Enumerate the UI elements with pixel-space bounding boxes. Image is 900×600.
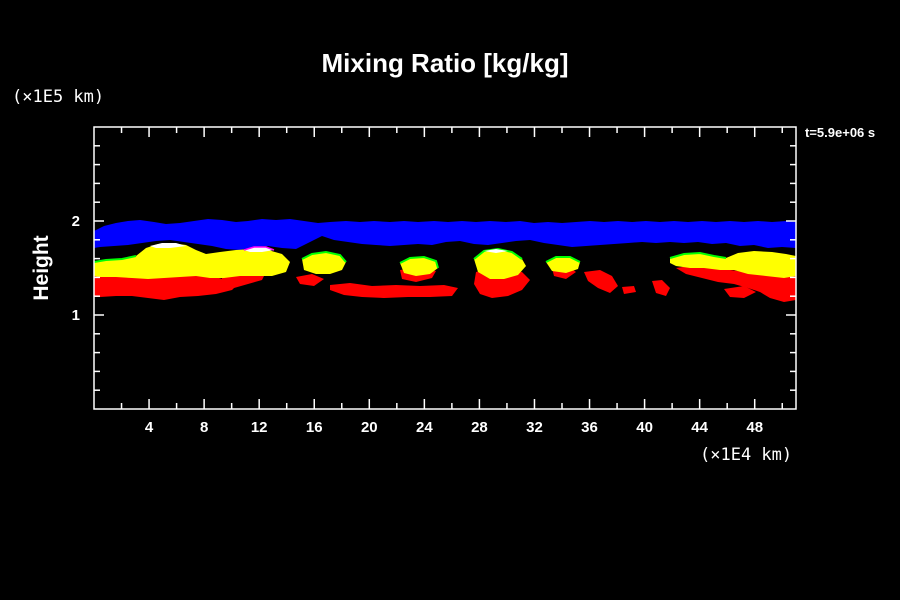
x-tick-label: 20: [361, 419, 378, 436]
red-band-region-8: [622, 286, 636, 294]
y-axis-label: Height: [30, 235, 53, 300]
red-band-region-3: [330, 283, 458, 298]
red-band-region-9: [652, 280, 670, 296]
x-tick-label: 28: [471, 419, 488, 436]
green-outline-5: [545, 256, 581, 263]
yellow-cell-3: [400, 257, 438, 276]
x-tick-label: 16: [306, 419, 323, 436]
x-tick-label: 32: [526, 419, 543, 436]
x-unit-label: (×1E4 km): [700, 445, 792, 465]
green-outline-3: [399, 255, 439, 269]
plot-area: [94, 219, 796, 302]
yellow-cell-5: [546, 257, 580, 273]
yellow-cell-6: [670, 251, 796, 278]
magenta-cap: [243, 246, 275, 251]
x-tick-label: 40: [636, 419, 653, 436]
y-tick-label: 2: [72, 213, 80, 230]
red-band-region-1: [94, 271, 238, 300]
red-band-region-2: [296, 274, 324, 286]
blue-band-region: [94, 219, 796, 250]
white-cap-3: [484, 249, 508, 253]
green-outline-4: [473, 247, 523, 260]
yellow-cell-1: [94, 243, 290, 279]
time-label: t=5.9e+06 s: [805, 125, 875, 140]
x-tick-label: 48: [746, 419, 763, 436]
yellow-cell-2: [302, 252, 346, 274]
red-band-region-11: [724, 286, 756, 298]
y-tick-label: 1: [72, 307, 80, 324]
x-tick-label: 8: [200, 419, 208, 436]
red-band-region-10: [676, 265, 796, 302]
white-cap-1: [150, 243, 186, 248]
yellow-cell-4: [474, 249, 526, 279]
axis-ticks: [94, 127, 796, 409]
x-tick-label: 44: [691, 419, 708, 436]
x-tick-label: 36: [581, 419, 598, 436]
y-unit-label: (×1E5 km): [12, 87, 104, 107]
green-outline-1: [94, 255, 137, 263]
green-outline-2: [301, 250, 347, 263]
green-outline-6: [669, 251, 727, 259]
plot-frame: [93, 126, 797, 410]
x-tick-label: 24: [416, 419, 433, 436]
x-tick-label: 4: [145, 419, 154, 436]
x-tick-label: 12: [251, 419, 268, 436]
chart-title: Mixing Ratio [kg/kg]: [322, 48, 569, 78]
red-band-region-7: [584, 270, 618, 293]
